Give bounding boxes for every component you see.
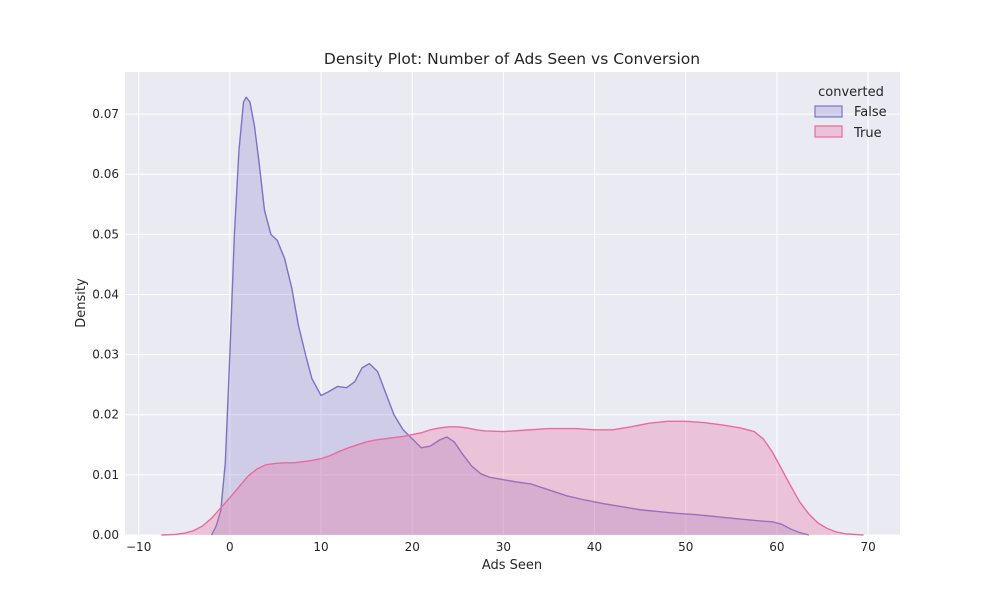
y-tick-label: 0.02 [92,408,119,422]
y-tick-label: 0.06 [92,167,119,181]
y-tick-label: 0.04 [92,287,119,301]
plot-area [125,72,900,535]
y-tick-label: 0.03 [92,348,119,362]
x-axis-ticks: −10 0 10 20 30 40 50 60 70 [126,540,876,554]
x-tick-label: 20 [405,540,420,554]
legend-title: converted [818,85,884,100]
y-axis-label: Density [74,278,89,328]
x-tick-label: 50 [678,540,693,554]
x-tick-label: 40 [587,540,602,554]
chart-title: Density Plot: Number of Ads Seen vs Conv… [324,50,700,68]
legend-swatch-true [814,125,843,138]
x-axis-label: Ads Seen [482,558,542,573]
x-tick-label: 60 [769,540,784,554]
y-tick-label: 0.01 [92,468,119,482]
x-tick-label: 10 [313,540,328,554]
density-line-true [161,420,864,536]
x-tick-label: 70 [860,540,875,554]
y-axis-ticks: 0.00 0.01 0.02 0.03 0.04 0.05 0.06 0.07 [92,107,119,542]
grid-lines [125,72,900,536]
x-tick-label: 0 [226,540,234,554]
legend-swatch-false [814,105,843,118]
y-tick-label: 0.05 [92,227,119,241]
density-line-false [210,96,809,536]
x-tick-label: −10 [126,540,151,554]
density-area-false [211,97,809,535]
density-series [161,96,864,536]
y-tick-label: 0.00 [92,528,119,542]
density-area-true [161,421,864,535]
legend: converted False True [814,85,887,141]
y-tick-label: 0.07 [92,107,119,121]
legend-label-false: False [854,105,887,120]
legend-label-true: True [853,126,882,141]
x-tick-label: 30 [496,540,511,554]
